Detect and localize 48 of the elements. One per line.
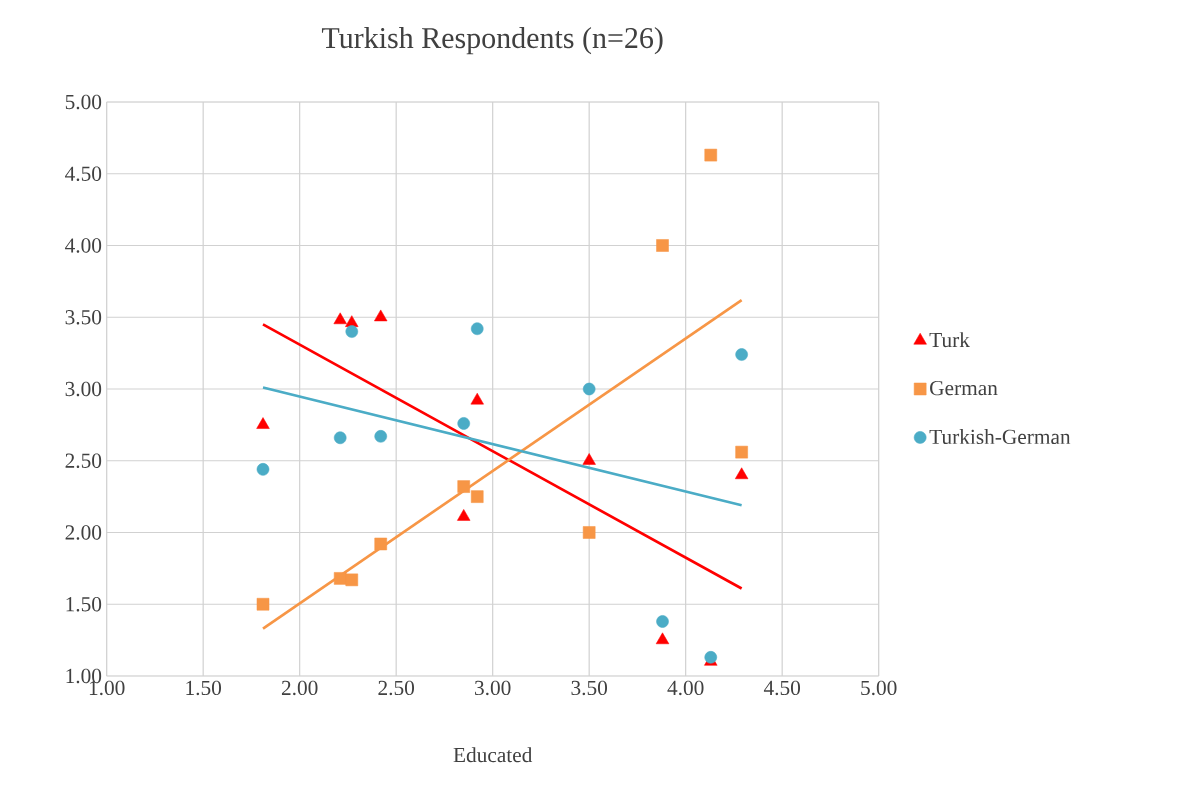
point [735,348,748,361]
x-tick-label: 3.00 [475,680,511,696]
point [656,615,669,628]
legend-label: German [930,380,998,396]
point [256,463,270,476]
point [345,573,359,587]
point [470,322,484,335]
y-tick-label: 1.50 [66,597,102,612]
point [704,148,718,162]
point [345,325,359,338]
x-tick-label: 4.50 [763,680,801,696]
x-tick-label: 5.00 [861,680,897,696]
point [374,309,388,322]
chart-title: Turkish Respondents (n=26) [321,27,663,55]
x-tick-label: 3.50 [571,680,608,696]
point [735,467,749,480]
point [333,312,347,325]
point [582,453,596,465]
legend-label: Turkish-German [929,429,1071,445]
point [582,382,596,396]
x-tick-label: 4.00 [667,680,704,696]
y-tick-label: 4.00 [65,238,102,253]
y-tick-label: 4.50 [65,166,102,181]
point [656,239,669,252]
y-tick-label: 3.00 [65,381,102,397]
point [470,490,484,503]
point [333,431,347,445]
point [457,417,470,430]
x-tick-label: 2.00 [281,680,318,696]
point [333,572,347,585]
x-tick-label: 1.50 [186,680,222,696]
y-tick-label: 5.00 [65,94,102,110]
point [256,417,270,429]
x-tick-label: 2.50 [378,680,415,696]
x-axis-title: Educated [453,747,533,763]
point [735,445,748,459]
point [457,509,471,521]
point [655,632,670,645]
point [256,597,270,611]
point [374,430,387,443]
y-tick-label: 2.50 [65,453,102,468]
point [582,526,596,539]
point [470,392,484,405]
point [457,480,470,493]
legend-label: Turk [929,332,970,348]
y-tick-label: 2.00 [65,525,102,540]
point [374,537,387,551]
y-tick-label: 3.50 [65,310,102,325]
